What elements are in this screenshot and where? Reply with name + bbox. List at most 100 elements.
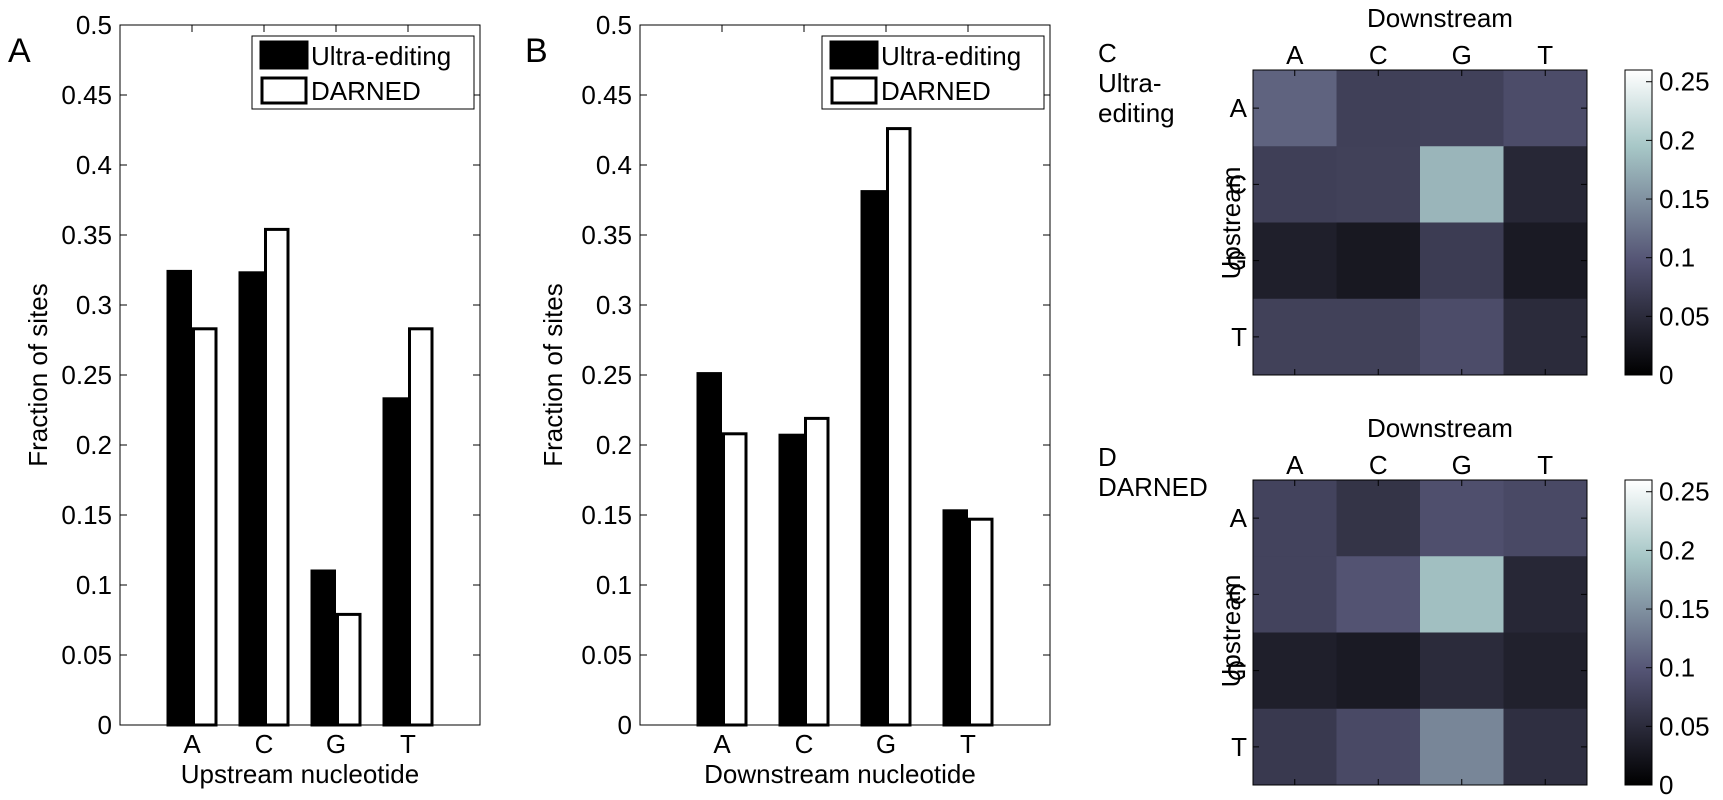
y-tick-label: 0.05: [61, 640, 112, 670]
y-axis: 0 0.05 0.1 0.15 0.2 0.25 0.3 0.35 0.4 0.45 0.5: [61, 10, 480, 740]
heatmap-ultra-editing: Downstream Upstream A C G T A C G T 0 0.05 0.1 0.…: [1216, 3, 1710, 390]
heat-cell-g-c: [1336, 222, 1421, 300]
heatmap-frame: [1252, 479, 1588, 786]
x-axis-label: Upstream nucleotide: [181, 759, 419, 789]
x-tick-label: T: [400, 729, 416, 759]
y-tick-label: 0.1: [76, 570, 112, 600]
row-labels: A C G T: [1227, 503, 1587, 762]
y-tick-label: 0.5: [76, 10, 112, 40]
heat-cell-a-t: [1503, 480, 1588, 557]
heat-cell-c-t: [1503, 556, 1588, 633]
y-axis: 0 0.05 0.1 0.15 0.2 0.25 0.3 0.35 0.4 0.45 0.5: [581, 10, 1050, 740]
x-axis-label: Downstream: [1367, 413, 1513, 443]
legend-label-darned: DARNED: [311, 76, 421, 106]
column-label: A: [1286, 450, 1304, 480]
y-tick-label: 0.2: [76, 430, 112, 460]
x-tick-label: G: [876, 729, 896, 759]
colorbar-tick-label: 0.2: [1659, 535, 1695, 565]
heat-cell-g-a: [1253, 632, 1337, 710]
heat-cell-c-a: [1253, 556, 1337, 633]
bar-darned-a: [192, 327, 218, 727]
colorbar-tick-label: 0.15: [1659, 594, 1710, 624]
colorbar-ticks: 0 0.05 0.1 0.15 0.2 0.25: [1646, 67, 1710, 390]
heat-cell-t-a: [1253, 708, 1337, 786]
colorbar-tick-label: 0.05: [1659, 711, 1710, 741]
y-tick-label: 0.4: [76, 150, 112, 180]
bars: [166, 227, 434, 727]
heat-cell-t-t: [1503, 708, 1588, 786]
y-tick-label: 0.35: [61, 220, 112, 250]
y-tick-label: 0.45: [581, 80, 632, 110]
heat-cell-a-g: [1420, 480, 1504, 557]
x-tick-label: C: [795, 729, 814, 759]
heat-cell-c-c: [1336, 146, 1421, 223]
bar-ultra-editing-a: [166, 269, 192, 727]
x-axis-label: Downstream nucleotide: [704, 759, 976, 789]
row-label: C: [1228, 579, 1247, 609]
y-tick-label: 0.45: [61, 80, 112, 110]
y-axis-label: Fraction of sites: [538, 283, 568, 467]
column-label: C: [1369, 450, 1388, 480]
bar-ultra-editing-t: [382, 397, 408, 727]
colorbar-tick-label: 0.25: [1659, 67, 1710, 97]
colorbar-tick-label: 0.05: [1659, 301, 1710, 331]
panel-letter-c: C: [1098, 38, 1117, 68]
y-tick-label: 0.35: [581, 220, 632, 250]
colorbar-tick-label: 0.15: [1659, 184, 1710, 214]
legend-label-ultra-editing: Ultra-editing: [881, 41, 1021, 71]
y-tick-label: 0.1: [596, 570, 632, 600]
heat-cell-a-g: [1420, 70, 1504, 147]
row-label: T: [1231, 732, 1247, 762]
heatmap-cells: [1253, 480, 1588, 786]
bar-ultra-editing-g: [310, 569, 336, 727]
heat-cell-t-g: [1420, 708, 1504, 786]
colorbar-tick-label: 0: [1659, 770, 1673, 800]
heatmap-frame: [1252, 69, 1588, 376]
legend: Ultra-editing DARNED: [251, 35, 475, 110]
y-tick-label: 0.05: [581, 640, 632, 670]
y-axis-label: Upstream: [1216, 575, 1246, 688]
bar-ultra-editing-a: [696, 372, 722, 727]
y-axis-label: Fraction of sites: [23, 283, 53, 467]
x-tick-label: A: [713, 729, 731, 759]
colorbar-tick-label: 0.2: [1659, 125, 1695, 155]
colorbar-tick-label: 0.25: [1659, 477, 1710, 507]
row-labels: A C G T: [1227, 93, 1587, 352]
x-tick-label: T: [960, 729, 976, 759]
bar-ultra-editing-c: [778, 433, 804, 727]
heat-cell-c-c: [1336, 556, 1421, 633]
x-axis-label: Downstream: [1367, 3, 1513, 33]
heatmap-darned: Downstream Upstream A C G T A C G T 0 0.05 0.1 0.…: [1216, 413, 1710, 800]
y-tick-label: 0.15: [61, 500, 112, 530]
row-label: C: [1228, 169, 1247, 199]
heat-cell-g-g: [1420, 632, 1504, 710]
y-tick-label: 0: [98, 710, 112, 740]
heat-cell-t-c: [1336, 298, 1421, 376]
colorbar-gradient: [1624, 69, 1653, 376]
legend-label-darned: DARNED: [881, 76, 991, 106]
bar-darned-g: [336, 612, 362, 727]
row-label: A: [1230, 93, 1248, 123]
row-label: G: [1227, 246, 1247, 276]
legend: Ultra-editing DARNED: [821, 35, 1045, 110]
heat-cell-a-c: [1336, 480, 1421, 557]
title-line-1: Ultra-: [1098, 68, 1162, 98]
heat-cell-c-g: [1420, 556, 1504, 633]
heat-cell-c-t: [1503, 146, 1588, 223]
heat-cell-g-c: [1336, 632, 1421, 710]
bar-darned-g: [886, 127, 912, 727]
legend-swatch-ultra-editing: [259, 40, 309, 70]
y-tick-label: 0.5: [596, 10, 632, 40]
panel-letter-d: D: [1098, 442, 1117, 472]
y-tick-label: 0.15: [581, 500, 632, 530]
colorbar: 0 0.05 0.1 0.15 0.2 0.25: [1624, 67, 1710, 390]
y-tick-label: 0.4: [596, 150, 632, 180]
colorbar-tick-label: 0.1: [1659, 653, 1695, 683]
column-label: A: [1286, 40, 1304, 70]
heat-cell-c-g: [1420, 146, 1504, 223]
heat-cell-t-g: [1420, 298, 1504, 376]
bar-ultra-editing-t: [942, 509, 968, 727]
